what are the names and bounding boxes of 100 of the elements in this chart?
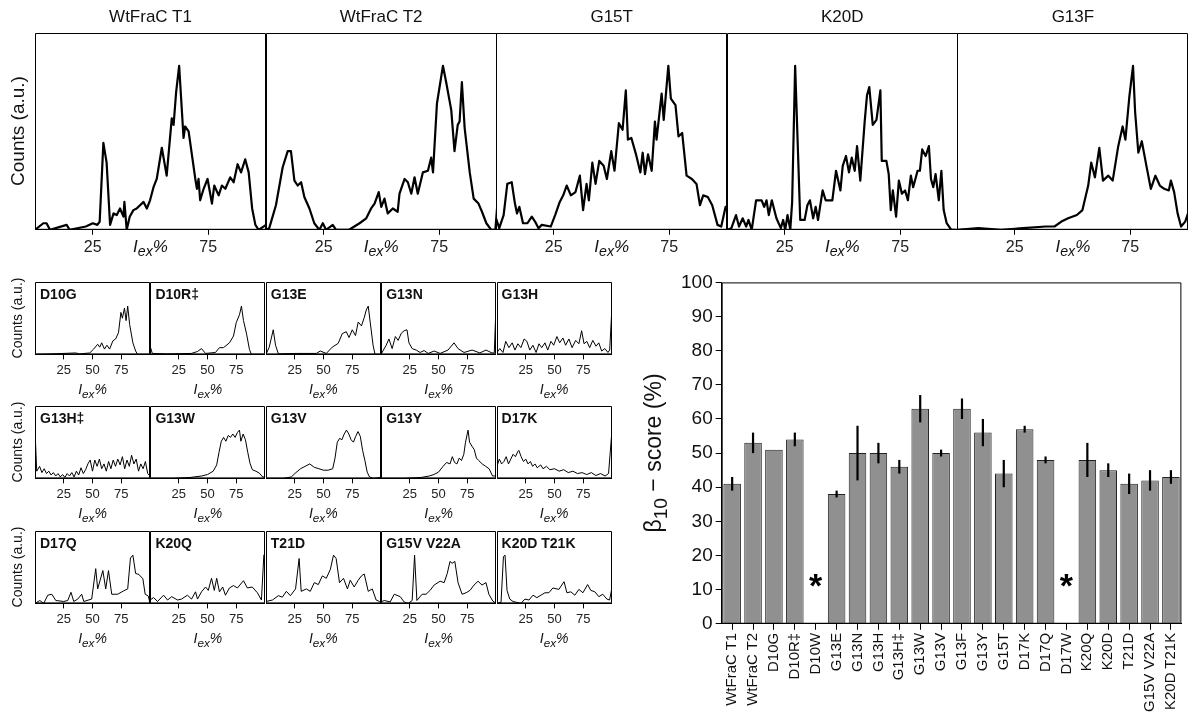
x-axis-title: I$_{ex}$% — [308, 505, 338, 524]
x-tick-label: 25 — [287, 610, 302, 626]
chart-title: D10R‡ — [155, 286, 199, 302]
x-axis-title: I$_{ex}$% — [594, 236, 630, 260]
y-axis-title: Counts (a.u.) — [9, 401, 25, 483]
x-tick-label: 75 — [344, 610, 360, 626]
y-tick-label: 30 — [691, 509, 713, 531]
chart-title: T21D — [270, 535, 306, 551]
x-tick-label: 75 — [1121, 237, 1140, 255]
x-axis-title: I$_{ex}$% — [539, 381, 569, 400]
chart-title: WtFraC T1 — [109, 7, 192, 26]
x-tick-label: 75 — [575, 361, 591, 377]
chart-title: G13H — [501, 286, 539, 302]
chart-title: D17K — [501, 410, 538, 426]
x-tick-label: 50 — [431, 361, 446, 377]
x-tick-label: 75 — [460, 610, 475, 626]
x-tick-label: 75 — [199, 237, 218, 255]
x-tick-label: 50 — [316, 485, 331, 501]
annotation: * — [1059, 566, 1074, 605]
chart-title: D17Q — [40, 535, 77, 551]
x-tick-label: 75 — [660, 237, 679, 255]
x-tick-label: 25 — [287, 485, 302, 501]
x-axis-title: I$_{ex}$% — [193, 505, 223, 524]
y-tick-label: 40 — [691, 475, 713, 497]
x-tick-label: 75 — [460, 361, 475, 377]
chart-title: G13W — [155, 410, 196, 426]
x-tick-label: 50 — [431, 485, 446, 501]
y-axis-title: Counts (a.u.) — [9, 526, 25, 608]
x-tick-label: K20D T21K — [1161, 632, 1179, 711]
x-tick-label: T21D — [1119, 632, 1137, 670]
x-axis-title: I$_{ex}$% — [1055, 236, 1091, 260]
x-axis-title: I$_{ex}$% — [78, 630, 107, 649]
x-tick-label: D10R‡ — [784, 632, 802, 680]
x-axis-title: I$_{ex}$% — [424, 505, 454, 524]
x-tick-label: 25 — [402, 610, 418, 626]
x-tick-label: 50 — [200, 361, 216, 377]
x-tick-label: 75 — [229, 361, 244, 377]
x-tick-label: 25 — [287, 361, 302, 377]
x-tick-label: 50 — [546, 485, 562, 501]
y-axis-title: Counts (a.u.) — [9, 277, 25, 359]
x-tick-label: 25 — [402, 361, 418, 377]
x-axis-title: I$_{ex}$% — [424, 630, 454, 649]
x-tick-label: D10W — [805, 631, 823, 675]
x-tick-label: G13V — [931, 632, 949, 672]
x-tick-label: 75 — [575, 485, 591, 501]
x-tick-label: 75 — [114, 610, 129, 626]
chart-title: G13H‡ — [40, 410, 85, 426]
x-tick-label: G15T — [993, 632, 1011, 671]
x-tick-label: D17W — [1056, 631, 1074, 675]
x-tick-label: WtFraC T2 — [743, 632, 761, 706]
x-tick-label: 50 — [316, 361, 331, 377]
y-tick-label: 70 — [691, 373, 713, 395]
x-tick-label: 25 — [171, 485, 187, 501]
y-axis-title: Counts (a.u.) — [6, 76, 28, 187]
x-tick-label: 25 — [402, 485, 418, 501]
chart-title: G13V — [270, 410, 307, 426]
x-tick-label: 75 — [460, 485, 475, 501]
x-tick-label: 50 — [200, 485, 216, 501]
x-tick-label: 25 — [775, 237, 794, 255]
x-tick-label: K20Q — [1077, 632, 1095, 672]
x-tick-label: G13E — [826, 632, 844, 672]
x-axis-title: I$_{ex}$% — [78, 381, 107, 400]
x-tick-label: D10G — [764, 632, 782, 672]
x-tick-label: 25 — [314, 237, 333, 255]
x-tick-label: G15V V22A — [1140, 632, 1158, 712]
x-tick-label: G13Y — [973, 632, 991, 672]
x-tick-label: 25 — [518, 361, 533, 377]
x-axis-title: I$_{ex}$% — [424, 381, 454, 400]
chart-title: K20D — [821, 7, 864, 26]
y-tick-label: 50 — [691, 441, 713, 463]
x-tick-label: 25 — [56, 485, 71, 501]
x-tick-label: WtFraC T1 — [722, 632, 740, 706]
y-tick-label: 80 — [691, 338, 713, 360]
x-tick-label: 75 — [344, 485, 360, 501]
x-tick-label: 75 — [114, 361, 129, 377]
x-tick-label: 50 — [431, 610, 446, 626]
y-tick-label: 10 — [691, 577, 713, 599]
x-tick-label: 50 — [85, 361, 100, 377]
x-tick-label: 25 — [171, 610, 187, 626]
x-tick-label: K20D — [1098, 632, 1116, 671]
x-tick-label: 25 — [83, 237, 102, 255]
x-tick-label: G13W — [910, 631, 928, 676]
x-axis-title: I$_{ex}$% — [824, 236, 860, 260]
x-tick-label: 25 — [518, 610, 533, 626]
x-tick-label: 75 — [229, 610, 244, 626]
x-tick-label: 25 — [56, 361, 71, 377]
x-tick-label: G13H — [868, 632, 886, 672]
chart-title: K20Q — [155, 535, 192, 551]
x-axis-title: I$_{ex}$% — [133, 236, 168, 260]
x-axis-title: I$_{ex}$% — [539, 505, 569, 524]
x-tick-label: 25 — [545, 237, 563, 255]
x-tick-label: G13N — [847, 632, 865, 672]
x-tick-label: 50 — [546, 361, 562, 377]
y-tick-label: 0 — [702, 612, 713, 634]
y-tick-label: 60 — [691, 407, 713, 429]
x-tick-label: 25 — [518, 485, 533, 501]
chart-title: G13N — [386, 286, 423, 302]
chart-title: D10G — [40, 286, 77, 302]
x-axis-title: I$_{ex}$% — [193, 630, 223, 649]
x-tick-label: G13F — [952, 632, 970, 671]
